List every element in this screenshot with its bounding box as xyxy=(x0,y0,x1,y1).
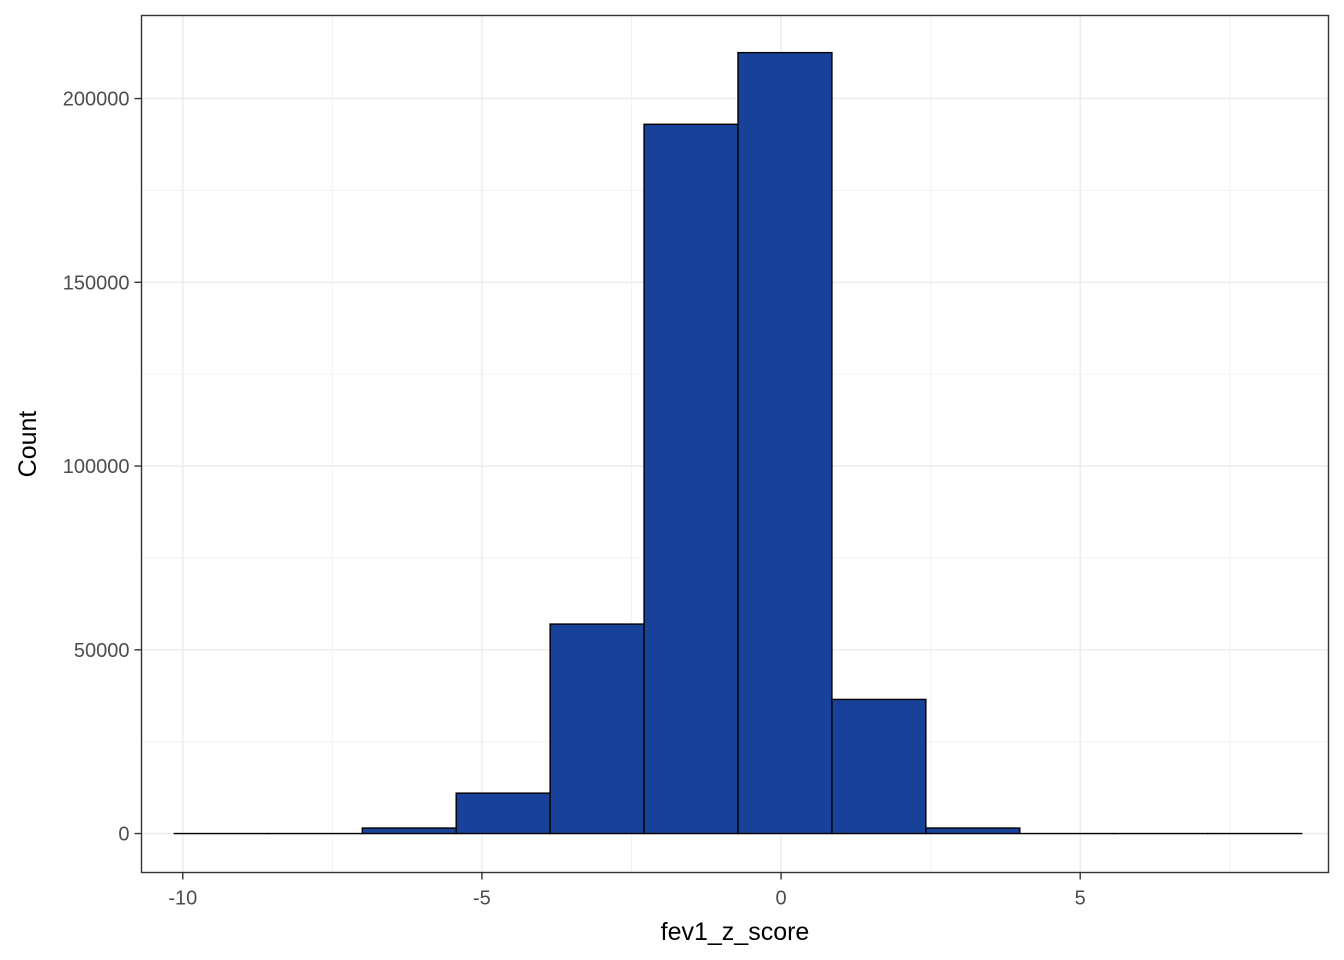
histogram-bar xyxy=(737,51,833,835)
y-tick-label: 150000 xyxy=(63,272,130,294)
histogram-bars xyxy=(173,51,1303,835)
y-tick-label: 0 xyxy=(118,824,129,846)
x-tick-label: -5 xyxy=(473,888,491,910)
histogram-bar xyxy=(925,827,1021,835)
axes: -10 -5 0 5 0 50000 100000 150000 200000 xyxy=(63,89,1086,910)
x-tick-label: 0 xyxy=(776,888,787,910)
histogram-bar xyxy=(455,792,551,835)
histogram-bar xyxy=(361,827,457,835)
y-tick-label: 50000 xyxy=(74,640,130,662)
x-axis-title: fev1_z_score xyxy=(661,918,810,946)
histogram-bar xyxy=(831,698,927,835)
y-axis-title: Count xyxy=(14,411,42,478)
panel-border xyxy=(140,14,1330,874)
y-tick-label: 100000 xyxy=(63,456,130,478)
x-tick-label: -10 xyxy=(168,888,197,910)
histogram-bar xyxy=(549,623,645,835)
x-tick-label: 5 xyxy=(1075,888,1086,910)
histogram-bar xyxy=(643,123,739,835)
y-tick-label: 200000 xyxy=(63,89,130,111)
